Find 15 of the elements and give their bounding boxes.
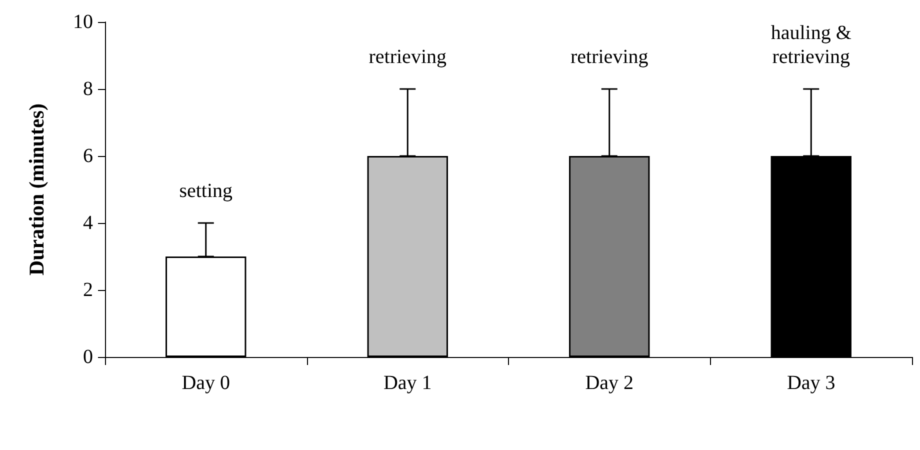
y-tick-label: 6 [83,145,93,167]
annotation: retrieving [570,46,648,68]
y-tick-label: 0 [83,346,93,368]
y-tick-label: 8 [83,78,93,100]
x-tick-label: Day 1 [383,372,432,394]
annotation: hauling & retrieving [770,22,852,68]
annotation: retrieving [368,46,446,68]
x-tick-label: Day 2 [585,372,634,394]
annotation: setting [179,180,233,202]
y-tick-label: 10 [73,11,93,33]
y-tick-label: 4 [83,212,93,234]
x-tick-label: Day 3 [786,372,836,394]
x-tick-label: Day 0 [182,372,230,394]
y-axis-title: Duration (minutes) [24,103,48,276]
y-tick-label: 2 [83,279,93,301]
